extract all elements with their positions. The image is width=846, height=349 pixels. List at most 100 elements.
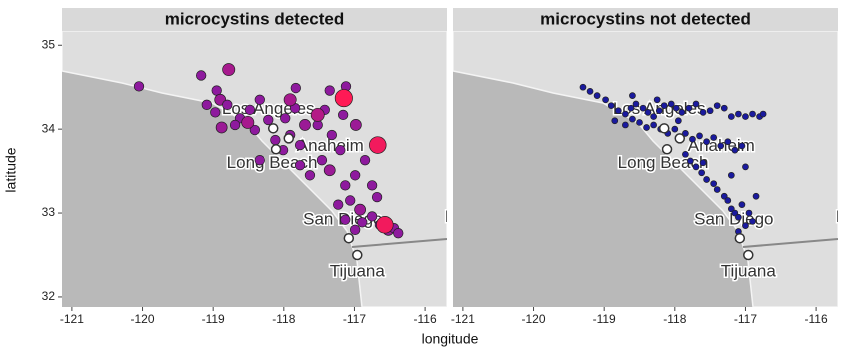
data-point	[682, 151, 688, 157]
data-point	[739, 202, 745, 208]
facet-title: microcystins not detected	[540, 9, 751, 28]
place-label: M	[836, 207, 846, 226]
data-point	[196, 71, 206, 81]
data-point	[325, 86, 335, 96]
data-point	[350, 170, 360, 180]
data-point	[711, 135, 717, 141]
data-point	[728, 172, 734, 178]
data-point	[622, 111, 628, 117]
data-point	[675, 118, 681, 124]
place-marker	[344, 234, 353, 243]
data-point	[711, 181, 717, 187]
data-point	[333, 200, 343, 210]
data-point	[317, 155, 327, 165]
data-point	[746, 210, 752, 216]
data-point	[742, 114, 748, 120]
x-tick-label: -121	[60, 312, 84, 326]
data-point	[693, 164, 699, 170]
data-point	[640, 105, 646, 111]
data-point	[672, 126, 678, 132]
data-point	[742, 164, 748, 170]
place-marker	[660, 124, 669, 133]
data-point	[656, 108, 662, 114]
data-point	[686, 105, 692, 111]
data-point	[230, 120, 240, 130]
place-marker	[272, 145, 281, 154]
y-tick-label: 33	[42, 205, 56, 219]
data-point	[687, 158, 693, 164]
data-point	[704, 139, 710, 145]
data-point	[760, 111, 766, 117]
data-point	[693, 101, 699, 107]
place-label: Tijuana	[330, 261, 386, 280]
y-tick-label: 35	[42, 37, 56, 51]
data-point	[242, 116, 254, 128]
data-point	[644, 124, 650, 130]
data-point	[654, 97, 660, 103]
data-point	[355, 204, 366, 215]
data-point	[263, 115, 273, 125]
data-point	[223, 63, 235, 75]
place-marker	[735, 234, 744, 243]
data-point	[367, 212, 377, 222]
x-tick-label: -118	[663, 312, 686, 326]
data-point	[255, 95, 265, 105]
x-tick-label: -120	[522, 312, 546, 326]
place-label: Tijuana	[721, 261, 777, 280]
data-point	[628, 105, 634, 111]
data-point	[750, 218, 756, 224]
data-point	[372, 192, 382, 202]
y-tick-label: 34	[42, 121, 56, 135]
data-point	[280, 113, 290, 123]
data-point	[732, 147, 738, 153]
data-point	[629, 116, 635, 122]
data-point	[587, 88, 593, 94]
data-point	[700, 109, 706, 115]
data-point	[714, 187, 720, 193]
y-tick-label: 32	[42, 289, 56, 303]
data-point	[633, 101, 639, 107]
data-point	[742, 223, 748, 229]
data-point	[202, 100, 212, 110]
data-point	[689, 136, 695, 142]
place-marker	[675, 134, 684, 143]
data-point	[750, 111, 756, 117]
data-point	[134, 82, 144, 92]
data-point	[622, 122, 628, 128]
data-point	[673, 105, 679, 111]
data-point	[700, 160, 706, 166]
data-point	[284, 94, 296, 106]
data-point	[335, 89, 352, 106]
place-marker	[663, 145, 672, 154]
data-point	[725, 197, 731, 203]
data-point	[255, 155, 265, 165]
data-point	[714, 103, 720, 109]
data-point	[612, 118, 618, 124]
data-point	[721, 105, 727, 111]
x-tick-label: -116	[805, 312, 828, 326]
data-point	[350, 119, 361, 130]
place-marker	[353, 250, 362, 259]
place-marker	[744, 250, 753, 259]
data-point	[223, 100, 233, 110]
x-axis-title: longitude	[422, 331, 479, 347]
data-point	[350, 225, 360, 235]
data-point	[360, 155, 370, 165]
data-point	[739, 143, 745, 149]
data-point	[718, 143, 724, 149]
data-point	[629, 93, 635, 99]
data-point	[271, 135, 281, 145]
x-tick-label: -117	[734, 312, 757, 326]
data-point	[367, 181, 377, 191]
data-point	[668, 101, 674, 107]
data-point	[651, 114, 657, 120]
data-point	[707, 108, 713, 114]
data-point	[311, 108, 324, 121]
data-point	[357, 217, 367, 227]
data-point	[295, 160, 305, 170]
data-point	[608, 103, 614, 109]
data-point	[305, 170, 315, 180]
x-tick-label: -117	[343, 312, 366, 326]
facet-title: microcystins detected	[165, 9, 345, 28]
data-point	[580, 84, 586, 90]
